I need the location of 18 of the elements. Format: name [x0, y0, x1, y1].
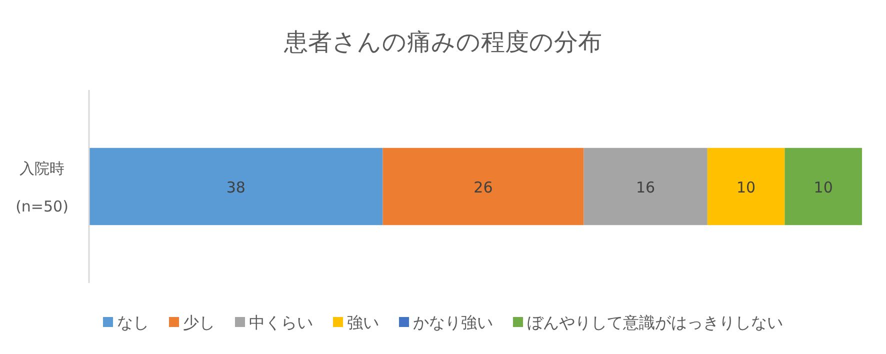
- legend-label: 強い: [347, 313, 379, 332]
- data-label: 10: [736, 178, 756, 196]
- bar: [584, 148, 708, 226]
- data-label: 16: [636, 178, 656, 196]
- data-label: 38: [226, 178, 246, 196]
- data-label: 26: [474, 178, 493, 196]
- category-label: 入院時 (n=50): [16, 160, 68, 216]
- bar: [707, 148, 785, 226]
- legend-label: なし: [117, 313, 149, 332]
- bar: [784, 148, 862, 226]
- legend-label: 少し: [183, 313, 215, 332]
- bar: [382, 148, 584, 226]
- legend-label: ぼんやりして意識がはっきりしない: [527, 313, 783, 332]
- data-label: 10: [814, 178, 833, 196]
- chart-title: 患者さんの痛みの程度の分布: [283, 28, 602, 56]
- legend-label: かなり強い: [413, 313, 493, 332]
- legend-label: 中くらい: [249, 313, 313, 332]
- bar: [89, 148, 383, 226]
